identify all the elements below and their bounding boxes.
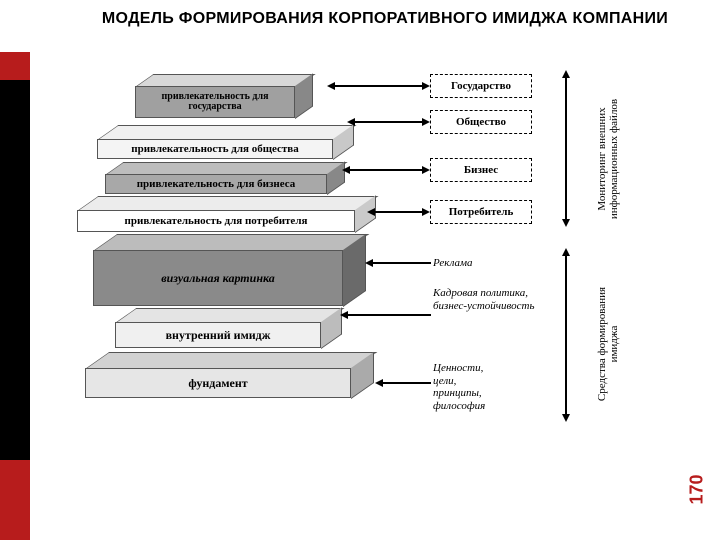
vertical-range-arrow-1 [565, 256, 567, 414]
pyramid-block-label: визуальная картинка [161, 271, 275, 286]
diagram-canvas: привлекательность для государства привлек… [35, 62, 695, 522]
pyramid-block-label: привлекательность для государства [136, 92, 294, 113]
arrow-head-icon [327, 82, 335, 90]
accent-bar-black [0, 80, 30, 460]
arrow-head-icon [422, 82, 430, 90]
accent-bar-bottom [0, 460, 30, 540]
arrow-head-icon [422, 208, 430, 216]
stakeholder-box-2: Бизнес [430, 158, 532, 182]
accent-bar-top [0, 52, 30, 80]
pyramid-block-4: визуальная картинка [93, 234, 343, 306]
arrow-head-icon [342, 166, 350, 174]
arrow-from-means-2 [383, 382, 431, 384]
stakeholder-box-0: Государство [430, 74, 532, 98]
arrow-head-icon [347, 118, 355, 126]
arrow-head-icon [422, 166, 430, 174]
page-title: МОДЕЛЬ ФОРМИРОВАНИЯ КОРПОРАТИВНОГО ИМИДЖ… [90, 10, 680, 28]
pyramid-block-2: привлекательность для бизнеса [105, 162, 327, 194]
pyramid-block-0: привлекательность для государства [135, 74, 295, 118]
arrow-head-icon [340, 311, 348, 319]
pyramid-block-6: фундамент [85, 352, 351, 398]
arrow-head-icon [562, 248, 570, 256]
means-label-1: Кадровая политика,бизнес-устойчивость [433, 287, 543, 312]
pyramid-block-5: внутренний имидж [115, 308, 321, 348]
stakeholder-box-3: Потребитель [430, 200, 532, 224]
arrow-head-icon [562, 70, 570, 78]
arrow-head-icon [367, 208, 375, 216]
vertical-range-arrow-0 [565, 78, 567, 219]
pyramid-block-1: привлекательность для общества [97, 125, 333, 159]
vertical-axis-label-0: Мониторинг внешнихинформационных файлов [596, 79, 620, 239]
means-label-0: Реклама [433, 257, 473, 269]
stakeholder-label: Потребитель [449, 206, 514, 218]
arrow-to-stakeholder-2 [350, 169, 422, 171]
arrow-head-icon [562, 219, 570, 227]
stakeholder-box-1: Общество [430, 110, 532, 134]
arrow-to-stakeholder-0 [335, 85, 422, 87]
arrow-to-stakeholder-1 [355, 121, 422, 123]
pyramid-block-label: привлекательность для общества [131, 143, 298, 155]
arrow-head-icon [375, 379, 383, 387]
pyramid-block-3: привлекательность для потребителя [77, 196, 355, 232]
arrow-head-icon [562, 414, 570, 422]
stakeholder-label: Бизнес [464, 164, 498, 176]
arrow-head-icon [365, 259, 373, 267]
stakeholder-label: Общество [456, 116, 506, 128]
arrow-head-icon [422, 118, 430, 126]
vertical-axis-label-1: Средства формированияимиджа [596, 259, 620, 429]
pyramid-block-label: внутренний имидж [166, 328, 271, 343]
arrow-from-means-1 [348, 314, 431, 316]
pyramid-block-label: привлекательность для бизнеса [137, 178, 296, 190]
pyramid-block-label: фундамент [188, 376, 247, 391]
arrow-from-means-0 [373, 262, 431, 264]
means-label-2: Ценности,цели,принципы,философия [433, 362, 543, 413]
pyramid-block-label: привлекательность для потребителя [125, 215, 308, 227]
stakeholder-label: Государство [451, 80, 511, 92]
arrow-to-stakeholder-3 [375, 211, 422, 213]
